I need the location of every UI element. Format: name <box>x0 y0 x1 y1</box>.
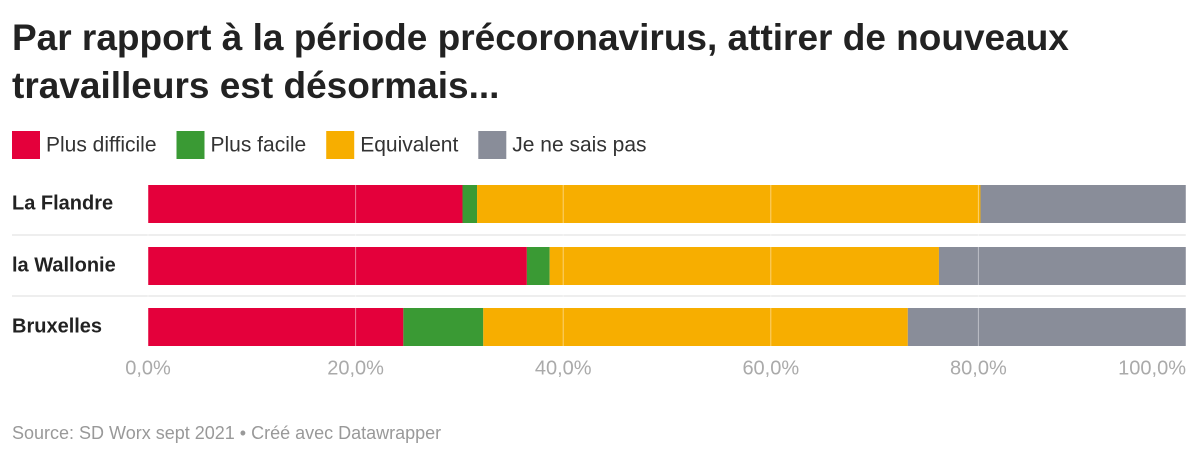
x-tick-label: 60,0% <box>742 357 799 379</box>
bar-segment <box>526 247 550 285</box>
legend-label: Plus facile <box>211 134 307 157</box>
x-tick-label: 40,0% <box>535 357 592 379</box>
legend-swatch <box>478 131 507 159</box>
x-tick-label: 100,0% <box>1118 357 1186 379</box>
bar-segment <box>938 247 1186 285</box>
legend-label: Plus difficile <box>46 134 157 157</box>
legend-swatch <box>176 131 205 159</box>
chart-title: travailleurs est désormais... <box>12 65 499 106</box>
x-tick-label: 0,0% <box>125 357 171 379</box>
bar-segment <box>483 308 908 346</box>
legend-label: Equivalent <box>360 134 458 157</box>
bar-segment <box>148 185 463 223</box>
category-label: La Flandre <box>12 192 113 214</box>
legend-label: Je ne sais pas <box>512 134 646 157</box>
category-label: la Wallonie <box>12 254 116 276</box>
legend-swatch <box>326 131 355 159</box>
bar-segment <box>907 308 1186 346</box>
chart-title: Par rapport à la période précoronavirus,… <box>12 17 1069 58</box>
bar-segment <box>148 247 527 285</box>
x-tick-label: 20,0% <box>327 357 384 379</box>
legend-swatch <box>12 131 40 159</box>
bar-segment <box>980 185 1186 223</box>
source: Source: SD Worx sept 2021 • Créé avec Da… <box>12 423 441 443</box>
bar-segment <box>462 185 478 223</box>
bar-segment <box>148 308 404 346</box>
category-label: Bruxelles <box>12 315 102 337</box>
bar-segment <box>477 185 981 223</box>
x-tick-label: 80,0% <box>950 357 1007 379</box>
bar-segment <box>403 308 484 346</box>
bar-segment <box>549 247 939 285</box>
